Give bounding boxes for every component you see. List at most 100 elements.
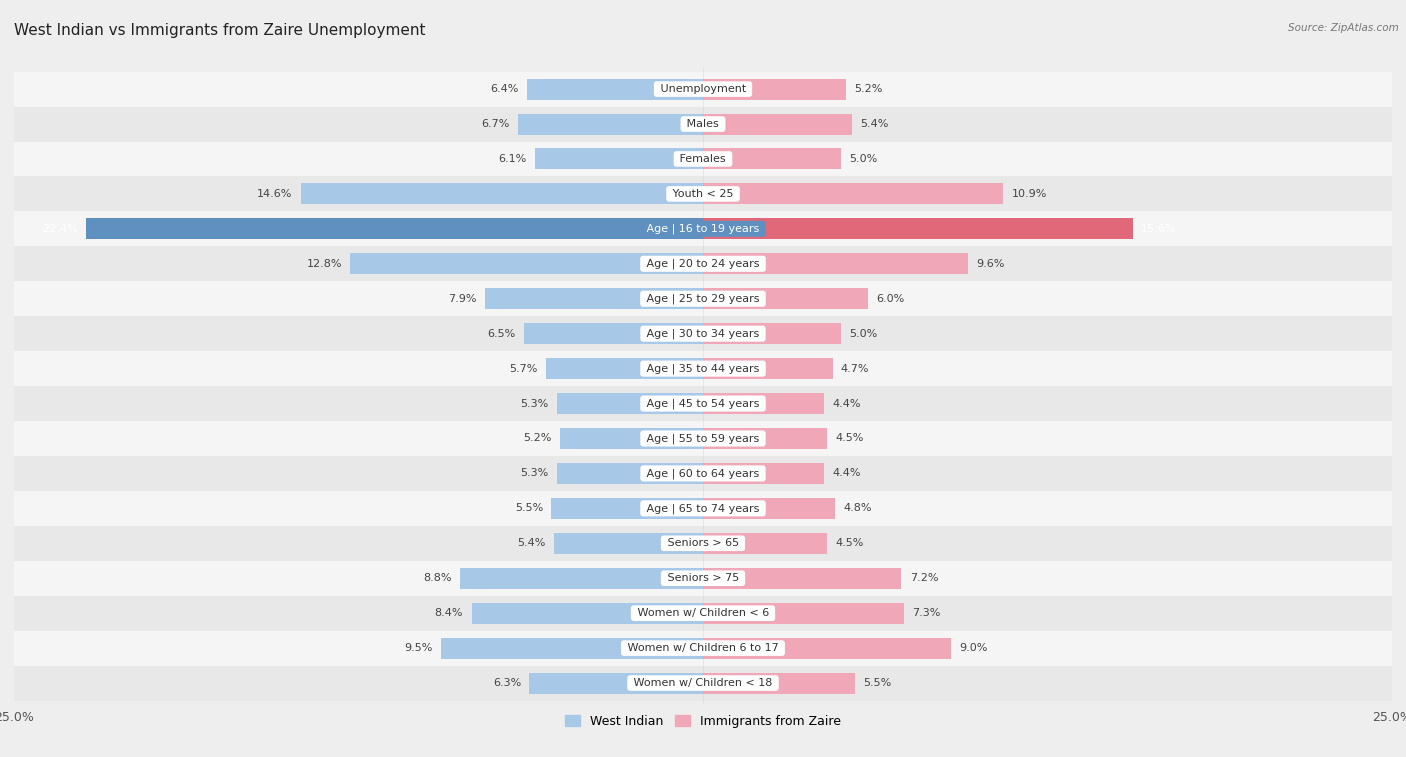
Text: Youth < 25: Youth < 25 [669,189,737,199]
Text: 6.1%: 6.1% [498,154,527,164]
Text: 5.3%: 5.3% [520,398,548,409]
Bar [703,603,904,624]
Bar [14,107,1392,142]
Text: 4.5%: 4.5% [835,434,863,444]
Bar [703,463,824,484]
Bar [14,72,1392,107]
Text: Females: Females [676,154,730,164]
Bar [14,176,1392,211]
Text: 22.4%: 22.4% [42,224,77,234]
Text: 5.4%: 5.4% [517,538,546,548]
Bar [703,218,1133,239]
Text: 9.0%: 9.0% [959,643,987,653]
Text: 6.7%: 6.7% [482,119,510,129]
Bar [471,603,703,624]
Bar [14,282,1392,316]
Bar [14,211,1392,246]
Text: West Indian vs Immigrants from Zaire Unemployment: West Indian vs Immigrants from Zaire Une… [14,23,426,38]
Text: 4.7%: 4.7% [841,363,869,374]
Text: Source: ZipAtlas.com: Source: ZipAtlas.com [1288,23,1399,33]
Bar [551,498,703,519]
Text: 10.9%: 10.9% [1012,189,1047,199]
Bar [301,183,703,204]
Text: 5.0%: 5.0% [849,329,877,338]
Text: 5.7%: 5.7% [509,363,537,374]
Text: Unemployment: Unemployment [657,84,749,94]
Bar [703,79,846,100]
Bar [557,393,703,414]
Bar [14,526,1392,561]
Bar [461,568,703,589]
Bar [14,631,1392,665]
Text: 6.5%: 6.5% [488,329,516,338]
Bar [703,393,824,414]
Bar [703,672,855,693]
Text: 7.9%: 7.9% [449,294,477,304]
Text: 4.8%: 4.8% [844,503,872,513]
Bar [530,672,703,693]
Bar [703,183,1004,204]
Bar [703,358,832,379]
Bar [703,428,827,449]
Bar [703,568,901,589]
Bar [546,358,703,379]
Bar [527,79,703,100]
Bar [524,323,703,344]
Text: Women w/ Children 6 to 17: Women w/ Children 6 to 17 [624,643,782,653]
Text: 5.4%: 5.4% [860,119,889,129]
Bar [554,533,703,554]
Bar [534,148,703,170]
Text: Age | 60 to 64 years: Age | 60 to 64 years [643,468,763,478]
Text: 6.3%: 6.3% [494,678,522,688]
Text: 8.8%: 8.8% [423,573,453,583]
Bar [14,491,1392,526]
Text: 5.0%: 5.0% [849,154,877,164]
Bar [350,254,703,274]
Text: Age | 30 to 34 years: Age | 30 to 34 years [643,329,763,339]
Bar [557,463,703,484]
Text: 5.2%: 5.2% [523,434,551,444]
Text: 12.8%: 12.8% [307,259,342,269]
Bar [14,246,1392,282]
Bar [703,114,852,135]
Text: Seniors > 75: Seniors > 75 [664,573,742,583]
Bar [14,386,1392,421]
Bar [14,456,1392,491]
Bar [703,148,841,170]
Text: 4.4%: 4.4% [832,398,860,409]
Text: 5.3%: 5.3% [520,469,548,478]
Bar [86,218,703,239]
Bar [703,323,841,344]
Text: Women w/ Children < 18: Women w/ Children < 18 [630,678,776,688]
Bar [14,561,1392,596]
Text: 4.5%: 4.5% [835,538,863,548]
Text: 5.5%: 5.5% [863,678,891,688]
Text: Age | 20 to 24 years: Age | 20 to 24 years [643,259,763,269]
Bar [14,351,1392,386]
Text: Age | 16 to 19 years: Age | 16 to 19 years [643,223,763,234]
Text: Age | 35 to 44 years: Age | 35 to 44 years [643,363,763,374]
Text: 5.2%: 5.2% [855,84,883,94]
Bar [14,142,1392,176]
Text: Age | 45 to 54 years: Age | 45 to 54 years [643,398,763,409]
Bar [703,637,950,659]
Bar [703,288,869,309]
Text: 6.0%: 6.0% [876,294,905,304]
Text: 6.4%: 6.4% [489,84,519,94]
Text: 8.4%: 8.4% [434,608,463,618]
Text: Age | 55 to 59 years: Age | 55 to 59 years [643,433,763,444]
Bar [560,428,703,449]
Text: 7.2%: 7.2% [910,573,938,583]
Text: 5.5%: 5.5% [515,503,543,513]
Text: Age | 25 to 29 years: Age | 25 to 29 years [643,294,763,304]
Text: Women w/ Children < 6: Women w/ Children < 6 [634,608,772,618]
Bar [485,288,703,309]
Bar [14,316,1392,351]
Bar [519,114,703,135]
Text: 9.5%: 9.5% [405,643,433,653]
Text: Males: Males [683,119,723,129]
Text: 4.4%: 4.4% [832,469,860,478]
Bar [703,254,967,274]
Bar [703,533,827,554]
Bar [703,498,835,519]
